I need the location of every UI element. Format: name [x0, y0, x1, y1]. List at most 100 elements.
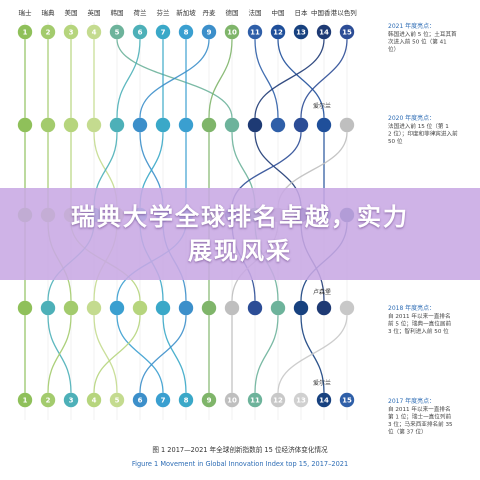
- rank-curve: [47, 315, 72, 393]
- rank-curve: [277, 315, 348, 393]
- rank-node: [178, 24, 194, 40]
- rank-node: [201, 24, 217, 40]
- overlay-title-line-2: 展现风采: [188, 237, 292, 265]
- rank-node: [132, 392, 148, 408]
- rank-number: 7: [161, 29, 166, 37]
- rank-curve: [277, 39, 325, 118]
- country-label: 美国: [65, 8, 78, 17]
- note-heading: 2021 年度亮点：: [388, 22, 435, 30]
- rank-node: [155, 117, 171, 133]
- rank-node: [316, 392, 332, 408]
- rank-node: [270, 24, 286, 40]
- rank-node: [109, 117, 125, 133]
- rank-node: [86, 392, 102, 408]
- rank-node: [109, 300, 125, 316]
- rank-number: 6: [138, 29, 143, 37]
- rank-number: 9: [207, 29, 212, 37]
- rank-curve: [254, 39, 279, 118]
- country-label: 瑞士: [19, 8, 33, 17]
- rank-node: [63, 300, 79, 316]
- rank-number: 13: [296, 29, 306, 37]
- note-text: 3 位；智利进入前 50 位: [388, 327, 449, 335]
- country-label: 丹麦: [203, 8, 217, 17]
- rank-number: 1: [23, 29, 28, 37]
- rank-node: [155, 300, 171, 316]
- rank-node: [247, 300, 263, 316]
- rank-number: 2: [46, 29, 51, 37]
- country-label: 韩国: [111, 8, 124, 17]
- rank-node: [339, 392, 355, 408]
- note-text: 法国进入前 15 位（第 1: [388, 122, 449, 130]
- rank-node: [270, 117, 286, 133]
- note-text: 50 位: [388, 137, 403, 145]
- rank-node: [40, 300, 56, 316]
- entrant-callout: 爱尔兰: [313, 379, 331, 387]
- title-overlay: 瑞典大学全球排名卓越，实力 展现风采: [0, 188, 480, 280]
- rank-node: [293, 392, 309, 408]
- year-row-2021: 1 2 3 4 5 6 7 8 9 10 11 12 13 14 15: [17, 24, 355, 40]
- rank-number: 15: [342, 29, 352, 37]
- rank-node: [339, 117, 355, 133]
- rank-number: 14: [319, 397, 329, 405]
- country-label: 以色列: [337, 8, 357, 17]
- country-label: 英国: [88, 8, 101, 17]
- rank-number: 14: [319, 29, 329, 37]
- note-text: 位）: [388, 45, 399, 53]
- figure-caption-cn: 图 1 2017—2021 年全球创新指数前 15 位经济体变化情况: [152, 445, 328, 454]
- rank-curve: [139, 315, 187, 393]
- rank-node: [86, 117, 102, 133]
- rank-number: 5: [115, 29, 120, 37]
- rank-number: 6: [138, 397, 143, 405]
- rank-node: [17, 24, 33, 40]
- rank-node: [178, 300, 194, 316]
- country-label: 德国: [226, 8, 239, 17]
- rank-node: [17, 392, 33, 408]
- rank-node: [40, 24, 56, 40]
- rank-node: [316, 24, 332, 40]
- note-text: 自 2011 年以来一直排名: [388, 312, 451, 320]
- rank-number: 3: [69, 29, 74, 37]
- rank-node: [86, 24, 102, 40]
- rank-node: [293, 300, 309, 316]
- rank-node: [178, 117, 194, 133]
- note-text: 自 2011 年以来一直排名: [388, 405, 451, 413]
- rank-node: [109, 392, 125, 408]
- rank-node: [63, 24, 79, 40]
- rank-node: [293, 117, 309, 133]
- rank-node: [63, 392, 79, 408]
- rank-number: 4: [92, 397, 97, 405]
- year-row-2018: [17, 300, 355, 316]
- rank-node: [17, 117, 33, 133]
- rank-number: 10: [227, 397, 237, 405]
- rank-number: 4: [92, 29, 97, 37]
- country-label: 中国: [272, 8, 285, 17]
- entrant-callout: 爱尔兰: [313, 102, 331, 110]
- country-label: 荷兰: [134, 8, 148, 17]
- rank-node: [270, 300, 286, 316]
- rank-node: [201, 117, 217, 133]
- note-heading: 2020 年度亮点：: [388, 114, 435, 122]
- rank-node: [109, 24, 125, 40]
- rank-curve: [116, 315, 164, 393]
- rank-number: 12: [273, 397, 283, 405]
- rank-number: 9: [207, 397, 212, 405]
- rank-number: 10: [227, 29, 237, 37]
- rank-curve: [162, 315, 187, 393]
- rank-node: [339, 300, 355, 316]
- rank-node: [247, 24, 263, 40]
- note-text: 3 位；马来西亚排名前 35: [388, 420, 453, 428]
- rank-curve: [254, 315, 279, 393]
- rank-number: 11: [250, 397, 260, 405]
- rank-node: [224, 24, 240, 40]
- rank-number: 2: [46, 397, 51, 405]
- rank-node: [247, 392, 263, 408]
- entrant-callout: 卢森堡: [313, 288, 331, 296]
- country-label: 芬兰: [157, 8, 171, 17]
- rank-node: [132, 24, 148, 40]
- country-label: 瑞典: [42, 8, 56, 17]
- rank-node: [224, 300, 240, 316]
- rank-node: [293, 24, 309, 40]
- rank-node: [86, 300, 102, 316]
- rank-node: [132, 300, 148, 316]
